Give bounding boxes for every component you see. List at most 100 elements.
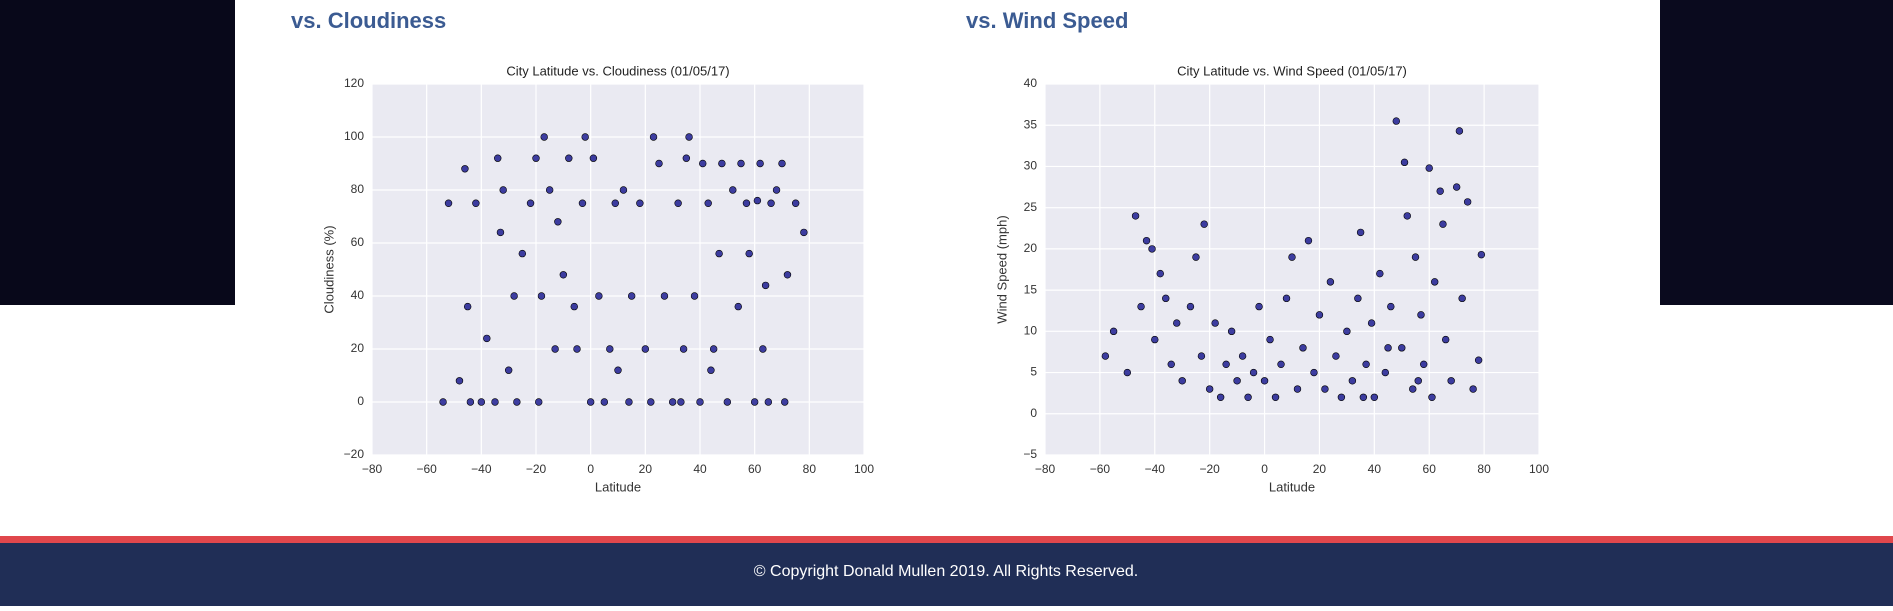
x-tick-label: 60 [748, 462, 762, 476]
point [1398, 344, 1406, 352]
section-heading: vs. Cloudiness [291, 8, 446, 33]
y-tick-label: 40 [351, 288, 365, 302]
point [791, 199, 800, 207]
x-tick-label: −20 [526, 462, 547, 476]
point [1463, 198, 1472, 206]
point [781, 398, 789, 406]
point [565, 154, 573, 162]
point [1315, 311, 1324, 319]
point [1367, 319, 1376, 327]
point [559, 271, 568, 279]
point [742, 199, 751, 207]
point [513, 398, 521, 406]
point [477, 398, 486, 406]
point [494, 154, 502, 162]
point [1356, 228, 1365, 237]
point [1425, 164, 1433, 172]
point [491, 398, 499, 406]
point [1321, 385, 1329, 393]
point [1282, 294, 1291, 303]
point [595, 292, 603, 300]
point [1142, 236, 1151, 245]
plot-area [372, 84, 864, 455]
background-right [1660, 0, 1893, 305]
point [1477, 250, 1486, 259]
point [1458, 294, 1466, 303]
point [1238, 352, 1247, 360]
y-tick-label: 20 [351, 341, 365, 355]
x-axis-label: Latitude [1269, 479, 1315, 494]
point [783, 271, 792, 279]
point [1299, 344, 1307, 352]
x-tick-label: 0 [587, 462, 594, 476]
x-axis-label: Latitude [595, 479, 641, 494]
point [540, 133, 548, 141]
point [655, 159, 663, 168]
point [1392, 117, 1400, 125]
point [1156, 269, 1164, 278]
point [674, 199, 682, 207]
point [707, 366, 715, 374]
point [439, 398, 447, 406]
point [1384, 344, 1392, 352]
point [1414, 377, 1422, 385]
point [1441, 335, 1450, 344]
chart-title: City Latitude vs. Wind Speed (01/05/17) [1177, 63, 1407, 78]
point [1233, 377, 1241, 385]
point [1376, 269, 1384, 278]
point [715, 249, 723, 258]
point [1348, 377, 1357, 385]
footer-text: © Copyright Donald Mullen 2019. All Righ… [754, 563, 1138, 580]
point [679, 345, 688, 353]
point [483, 334, 491, 343]
point [737, 159, 745, 168]
point [1332, 352, 1340, 360]
point [718, 159, 726, 168]
point [518, 249, 527, 258]
point [504, 366, 513, 374]
point [1436, 187, 1444, 195]
point [1266, 335, 1274, 344]
y-tick-label: 20 [1024, 241, 1038, 255]
point [1216, 393, 1225, 401]
point [772, 186, 781, 194]
point [1370, 393, 1379, 401]
point [611, 199, 619, 207]
point [734, 302, 742, 311]
point [1417, 311, 1425, 319]
point [1362, 360, 1370, 369]
point [1178, 377, 1186, 385]
point [578, 199, 587, 207]
point [551, 345, 559, 353]
point [1420, 360, 1428, 369]
point [729, 186, 737, 194]
point [510, 292, 518, 300]
point [537, 292, 546, 300]
point [1411, 253, 1420, 261]
point [589, 154, 598, 162]
point [614, 366, 622, 374]
point [1101, 352, 1110, 360]
point [750, 398, 759, 406]
point [704, 199, 712, 207]
point [1109, 327, 1118, 336]
point [1271, 393, 1280, 401]
x-tick-label: 100 [854, 462, 874, 476]
point [1167, 360, 1175, 369]
point [682, 154, 691, 162]
point [1211, 319, 1219, 327]
point [573, 345, 581, 353]
x-tick-label: 40 [693, 462, 707, 476]
point [660, 292, 669, 300]
point [472, 199, 480, 207]
point [1452, 183, 1461, 191]
point [649, 133, 658, 141]
point [1387, 302, 1395, 311]
point [535, 398, 543, 406]
point [668, 398, 677, 406]
point [756, 159, 764, 168]
y-tick-label: 0 [1030, 406, 1037, 420]
y-tick-label: 120 [344, 76, 364, 90]
x-tick-label: 60 [1423, 462, 1437, 476]
section-heading: vs. Wind Speed [966, 8, 1128, 33]
